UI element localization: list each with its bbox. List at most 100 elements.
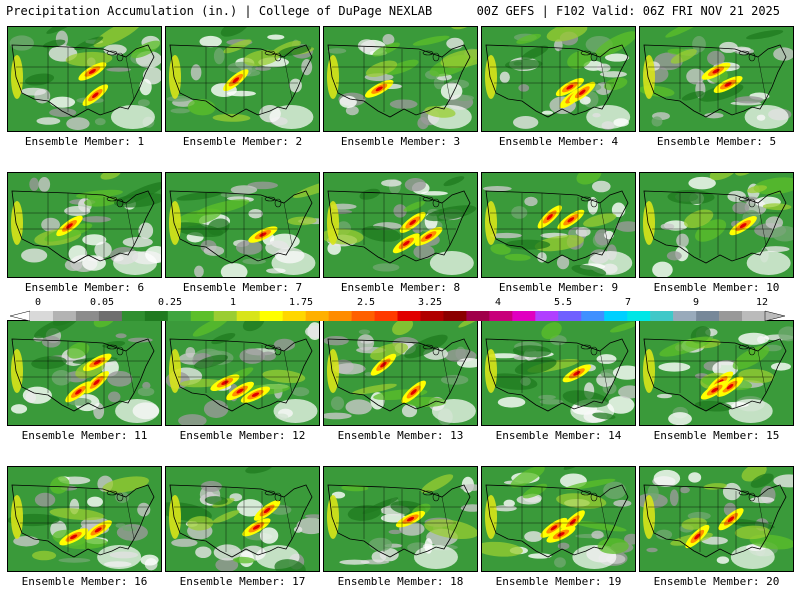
- colorbar-labels: 0 0.05 0.25 1 1.75 2.5 3.25 4 5.5 7 9 12: [10, 297, 790, 309]
- colorbar-segment: [259, 311, 283, 321]
- product-title: Precipitation Accumulation (in.) | Colle…: [6, 4, 433, 18]
- ensemble-member-label: Ensemble Member: 6: [24, 281, 145, 294]
- ensemble-member-label: Ensemble Member: 15: [653, 429, 780, 442]
- precip-map: [7, 320, 162, 426]
- precip-map: [323, 172, 478, 278]
- ensemble-panel: Ensemble Member: 16: [7, 466, 162, 588]
- colorbar-segment: [489, 311, 513, 321]
- precip-map: [165, 172, 320, 278]
- colorbar-segment: [30, 311, 54, 321]
- ensemble-panel: Ensemble Member: 17: [165, 466, 320, 588]
- ensemble-panel: Ensemble Member: 12: [165, 320, 320, 442]
- ensemble-panel: Ensemble Member: 9: [481, 172, 636, 294]
- colorbar-min-arrow: [10, 310, 31, 322]
- colorbar-segment: [144, 311, 169, 321]
- precip-map: [639, 466, 794, 572]
- colorbar-segment: [75, 311, 100, 321]
- colorbar-segment: [374, 311, 398, 321]
- ensemble-panel: Ensemble Member: 15: [639, 320, 794, 442]
- colorbar-tick-label: 5.5: [553, 297, 573, 308]
- colorbar-segment: [650, 311, 674, 321]
- colorbar-tick-label: 0.25: [157, 297, 183, 308]
- colorbar-tick-label: 9: [692, 297, 700, 308]
- colorbar-segment: [397, 311, 421, 321]
- colorbar-tick-label: 3.25: [417, 297, 443, 308]
- colorbar-segment: [512, 311, 536, 321]
- precip-map: [165, 26, 320, 132]
- ensemble-member-label: Ensemble Member: 7: [182, 281, 303, 294]
- colorbar-segment: [742, 311, 766, 321]
- precip-colorbar: 0 0.05 0.25 1 1.75 2.5 3.25 4 5.5 7 9 12: [10, 297, 790, 322]
- ensemble-panel: Ensemble Member: 3: [323, 26, 478, 148]
- ensemble-member-label: Ensemble Member: 3: [340, 135, 461, 148]
- ensemble-member-label: Ensemble Member: 9: [498, 281, 619, 294]
- colorbar-segment: [420, 311, 444, 321]
- ensemble-member-label: Ensemble Member: 19: [495, 575, 622, 588]
- ensemble-member-label: Ensemble Member: 20: [653, 575, 780, 588]
- colorbar-segment: [719, 311, 743, 321]
- precip-map: [481, 320, 636, 426]
- ensemble-panel: Ensemble Member: 6: [7, 172, 162, 294]
- colorbar-segment: [627, 311, 651, 321]
- ensemble-panel: Ensemble Member: 2: [165, 26, 320, 148]
- ensemble-member-label: Ensemble Member: 11: [21, 429, 148, 442]
- colorbar-segment: [52, 311, 77, 321]
- precip-map: [165, 466, 320, 572]
- colorbar-segment: [696, 311, 720, 321]
- colorbar-segment: [604, 311, 628, 321]
- colorbar-tick-label: 4: [494, 297, 502, 308]
- colorbar-segment: [98, 311, 123, 321]
- colorbar-segment: [121, 311, 146, 321]
- precip-map: [323, 26, 478, 132]
- colorbar-segment: [282, 311, 306, 321]
- precip-map: [639, 26, 794, 132]
- ensemble-member-label: Ensemble Member: 18: [337, 575, 464, 588]
- colorbar-tick-label: 0: [34, 297, 42, 308]
- precip-map: [481, 172, 636, 278]
- ensemble-member-label: Ensemble Member: 16: [21, 575, 148, 588]
- ensemble-member-label: Ensemble Member: 12: [179, 429, 306, 442]
- precip-map: [481, 466, 636, 572]
- ensemble-panel: Ensemble Member: 5: [639, 26, 794, 148]
- colorbar-segment: [328, 311, 352, 321]
- colorbar-segment: [466, 311, 490, 321]
- ensemble-panel: Ensemble Member: 8: [323, 172, 478, 294]
- ensemble-panel: Ensemble Member: 20: [639, 466, 794, 588]
- colorbar-tick-label: 1.75: [288, 297, 314, 308]
- colorbar-segment: [236, 311, 260, 321]
- colorbar-tick-label: 12: [755, 297, 769, 308]
- colorbar-tick-label: 0.05: [89, 297, 115, 308]
- ensemble-panel: Ensemble Member: 1: [7, 26, 162, 148]
- precip-map: [639, 320, 794, 426]
- colorbar-segment: [305, 311, 329, 321]
- ensemble-member-label: Ensemble Member: 14: [495, 429, 622, 442]
- colorbar-segment: [535, 311, 559, 321]
- precip-map: [7, 26, 162, 132]
- ensemble-panel: Ensemble Member: 4: [481, 26, 636, 148]
- colorbar-segment: [167, 311, 192, 321]
- precip-map: [639, 172, 794, 278]
- colorbar-segment: [443, 311, 467, 321]
- ensemble-member-label: Ensemble Member: 2: [182, 135, 303, 148]
- ensemble-panel: Ensemble Member: 19: [481, 466, 636, 588]
- ensemble-member-label: Ensemble Member: 13: [337, 429, 464, 442]
- colorbar-scale: [10, 310, 786, 322]
- precip-map: [481, 26, 636, 132]
- ensemble-member-label: Ensemble Member: 4: [498, 135, 619, 148]
- ensemble-member-label: Ensemble Member: 17: [179, 575, 306, 588]
- ensemble-member-label: Ensemble Member: 5: [656, 135, 777, 148]
- ensemble-panel: Ensemble Member: 11: [7, 320, 162, 442]
- precip-map: [323, 320, 478, 426]
- colorbar-segment: [190, 311, 215, 321]
- ensemble-panel: Ensemble Member: 14: [481, 320, 636, 442]
- ensemble-panel: Ensemble Member: 7: [165, 172, 320, 294]
- precip-map: [165, 320, 320, 426]
- run-info: 00Z GEFS | F102 Valid: 06Z FRI NOV 21 20…: [476, 4, 780, 18]
- precip-map: [323, 466, 478, 572]
- precip-map: [7, 172, 162, 278]
- colorbar-segment: [351, 311, 375, 321]
- ensemble-panel: Ensemble Member: 10: [639, 172, 794, 294]
- colorbar-segment: [558, 311, 582, 321]
- ensemble-member-label: Ensemble Member: 10: [653, 281, 780, 294]
- colorbar-segment: [673, 311, 697, 321]
